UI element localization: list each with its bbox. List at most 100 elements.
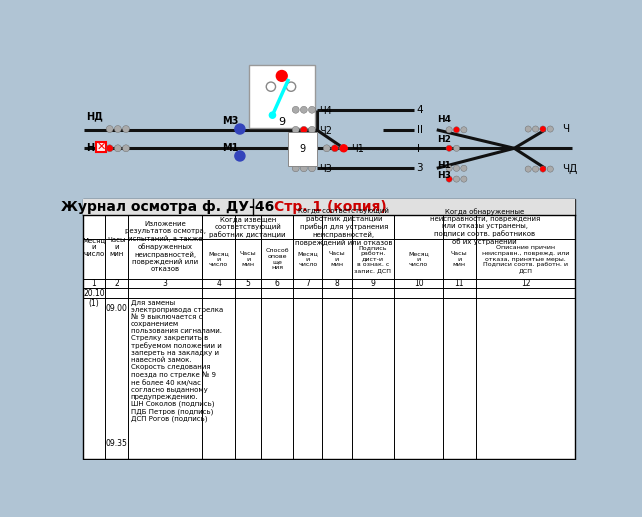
Text: 4: 4	[417, 105, 423, 115]
Text: 09.00: 09.00	[106, 304, 128, 313]
Circle shape	[453, 176, 460, 182]
Circle shape	[532, 126, 539, 132]
Text: ЧД: ЧД	[562, 164, 578, 174]
Text: 7: 7	[306, 279, 310, 288]
Circle shape	[300, 107, 308, 113]
Circle shape	[453, 165, 460, 171]
Text: Н1: Н1	[438, 161, 451, 170]
Text: М1: М1	[222, 143, 238, 154]
Text: 09.35: 09.35	[106, 439, 128, 448]
Text: 9: 9	[370, 279, 376, 288]
Circle shape	[106, 145, 113, 152]
Text: 11: 11	[455, 279, 464, 288]
Circle shape	[340, 145, 347, 152]
Text: (1): (1)	[89, 299, 99, 308]
Circle shape	[114, 126, 121, 132]
Circle shape	[235, 151, 245, 161]
Text: 9: 9	[300, 144, 306, 154]
Circle shape	[123, 145, 130, 152]
Text: Ч: Ч	[562, 124, 569, 134]
Text: Журнал осмотра ф. ДУ-46: Журнал осмотра ф. ДУ-46	[61, 200, 274, 214]
Text: 3: 3	[162, 279, 168, 288]
Circle shape	[446, 127, 452, 133]
Text: 6: 6	[275, 279, 279, 288]
Text: Подпись
работн.
дист-и
в ознак. с
запис. ДСП: Подпись работн. дист-и в ознак. с запис.…	[354, 245, 392, 273]
Text: М3: М3	[222, 116, 238, 127]
Circle shape	[532, 166, 539, 172]
Bar	[83, 199, 575, 459]
Text: 10: 10	[413, 279, 423, 288]
Text: 2: 2	[114, 279, 119, 288]
Circle shape	[309, 107, 315, 113]
Text: Часы
и
мин: Часы и мин	[107, 237, 126, 257]
Circle shape	[453, 145, 460, 151]
Circle shape	[461, 127, 467, 133]
Circle shape	[525, 126, 532, 132]
Circle shape	[340, 145, 347, 152]
Circle shape	[547, 166, 553, 172]
Circle shape	[540, 166, 546, 172]
Text: Когда соответствующий
работник дистанции
прибыл для устранения
неисправностей,
п: Когда соответствующий работник дистанции…	[295, 208, 392, 246]
Circle shape	[106, 126, 113, 132]
Text: 4: 4	[216, 279, 221, 288]
Circle shape	[292, 107, 299, 113]
Text: Ч1: Ч1	[352, 144, 365, 154]
Text: Месяц
и
число: Месяц и число	[82, 237, 105, 257]
Circle shape	[525, 166, 532, 172]
Text: Месяц
и
число: Месяц и число	[297, 251, 318, 267]
Circle shape	[446, 165, 452, 171]
Circle shape	[461, 165, 467, 171]
Text: 3: 3	[417, 163, 423, 173]
Text: Стр. 1 (копия): Стр. 1 (копия)	[274, 200, 387, 214]
Circle shape	[540, 126, 546, 132]
Circle shape	[235, 124, 245, 134]
Text: 5: 5	[246, 279, 250, 288]
Circle shape	[266, 82, 275, 92]
Circle shape	[547, 126, 553, 132]
Bar	[249, 65, 315, 128]
Circle shape	[123, 126, 130, 132]
Circle shape	[300, 165, 308, 172]
Circle shape	[292, 165, 299, 172]
Circle shape	[286, 82, 296, 92]
Circle shape	[276, 70, 287, 81]
Circle shape	[453, 127, 460, 133]
Text: Ч3: Ч3	[319, 164, 332, 174]
Circle shape	[300, 126, 308, 133]
Text: Когда обнаруженные
неисправности, повреждения
или отказы устранены,
подписи соот: Когда обнаруженные неисправности, повреж…	[429, 208, 540, 245]
Text: Н3: Н3	[438, 171, 451, 180]
Text: Описание причин
неисправн., поврежд. или
отказа, принятые меры.
Подписи соотв. р: Описание причин неисправн., поврежд. или…	[482, 245, 569, 273]
Bar	[96, 142, 106, 152]
Circle shape	[309, 126, 315, 133]
Text: 12: 12	[521, 279, 530, 288]
Text: Н2: Н2	[438, 135, 451, 144]
Text: Когда извещен
соответствующий
работник дистанции: Когда извещен соответствующий работник д…	[209, 216, 286, 238]
Circle shape	[461, 176, 467, 182]
Text: Ч2: Ч2	[319, 126, 332, 135]
Text: Н: Н	[85, 143, 94, 154]
Circle shape	[270, 112, 275, 118]
Text: Часы
и
мин: Часы и мин	[239, 251, 256, 267]
Text: Н4: Н4	[438, 115, 451, 124]
Circle shape	[446, 176, 452, 182]
Text: 1: 1	[91, 279, 96, 288]
Text: Месяц
и
число: Месяц и число	[408, 251, 429, 267]
Text: Ч4: Ч4	[319, 105, 332, 116]
Text: Часы
и
мин: Часы и мин	[329, 251, 345, 267]
Text: Часы
и
мин: Часы и мин	[451, 251, 467, 267]
Text: НД: НД	[85, 111, 103, 121]
Text: ✕: ✕	[96, 142, 105, 152]
Circle shape	[446, 145, 452, 151]
Text: Месяц
и
число: Месяц и число	[208, 251, 229, 267]
Circle shape	[114, 145, 121, 152]
Bar	[83, 199, 575, 215]
Text: II: II	[417, 125, 422, 135]
Text: Для замены
электропривода стрелка
№ 9 выключается с
сохранением
пользования сигн: Для замены электропривода стрелка № 9 вы…	[130, 300, 223, 422]
Text: 8: 8	[334, 279, 339, 288]
Text: 20.10: 20.10	[83, 288, 105, 298]
Text: Способ
опове
ще
ния: Способ опове ще ния	[265, 248, 289, 270]
Text: I: I	[417, 144, 420, 154]
Circle shape	[292, 126, 299, 133]
Circle shape	[309, 165, 315, 172]
Circle shape	[331, 145, 338, 152]
